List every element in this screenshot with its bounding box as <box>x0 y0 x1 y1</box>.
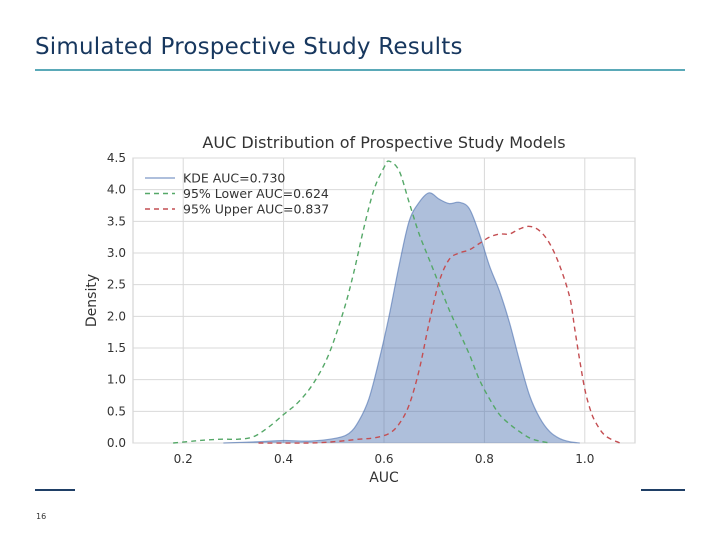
page-number: 16 <box>36 512 47 521</box>
y-tick-label: 0.5 <box>107 404 126 418</box>
series-layer <box>173 160 621 444</box>
y-tick-label: 3.5 <box>107 214 126 228</box>
slide-title: Simulated Prospective Study Results <box>35 34 463 60</box>
y-tick-label: 1.0 <box>107 373 126 387</box>
x-tick-label: 0.2 <box>174 452 193 466</box>
x-axis-label: AUC <box>369 470 399 486</box>
x-tick-label: 0.4 <box>274 452 293 466</box>
footer-rule-left <box>35 489 75 491</box>
title-divider <box>35 69 685 71</box>
y-tick-label: 3.0 <box>107 246 126 260</box>
lower-auc-line <box>173 160 550 444</box>
y-tick-label: 1.5 <box>107 341 126 355</box>
legend-label: 95% Lower AUC=0.624 <box>183 186 329 201</box>
auc-density-chart: 0.2 0.4 0.6 0.8 1.0 0.0 0.5 1.0 1.5 2.0 2.5 3.0 3.5 4… <box>84 133 636 486</box>
y-tick-label: 4.0 <box>107 183 126 197</box>
legend-label: KDE AUC=0.730 <box>183 171 285 186</box>
footer-rule-right <box>641 489 685 491</box>
chart-title: AUC Distribution of Prospective Study Mo… <box>202 133 565 152</box>
y-axis-label: Density <box>84 274 100 327</box>
y-tick-label: 0.0 <box>107 436 126 450</box>
grid-lines <box>133 157 635 444</box>
x-tick-label: 0.6 <box>374 452 393 466</box>
x-tick-label: 0.8 <box>475 452 494 466</box>
kde-area-fill <box>223 192 580 443</box>
y-tick-label: 2.0 <box>107 309 126 323</box>
kde-line <box>223 192 580 444</box>
y-tick-label: 2.5 <box>107 278 126 292</box>
x-tick-label: 1.0 <box>575 452 594 466</box>
upper-auc-line <box>258 225 621 444</box>
axes: 0.2 0.4 0.6 0.8 1.0 0.0 0.5 1.0 1.5 2.0 2.5 3.0 3.5 4… <box>107 151 594 466</box>
y-tick-label: 4.5 <box>107 151 126 165</box>
legend-label: 95% Upper AUC=0.837 <box>183 202 329 217</box>
